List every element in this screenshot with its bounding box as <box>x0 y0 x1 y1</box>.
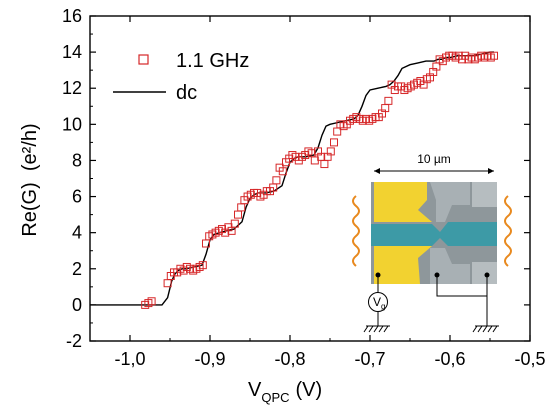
x-tick-label: -1,0 <box>114 349 145 369</box>
ground-right <box>472 325 499 333</box>
gate-bottom <box>374 246 432 284</box>
wave-right-icon <box>504 195 512 267</box>
y-tick-label: 2 <box>72 259 82 279</box>
y-tick-label: 12 <box>62 78 82 98</box>
series-layer <box>90 51 498 309</box>
channel <box>371 222 497 246</box>
legend: 1.1 GHz dc <box>113 50 249 104</box>
x-axis-title: VQPC (V) <box>248 379 322 405</box>
x-tick-label: -0,9 <box>194 349 225 369</box>
data-point-1.1ghz <box>278 167 287 176</box>
x-axis-title-sub: QPC <box>261 390 289 405</box>
data-point-1.1ghz <box>198 261 207 270</box>
legend-marker-1.1ghz <box>138 54 149 65</box>
y-tick-label: 8 <box>72 150 82 170</box>
wire-contacts <box>436 275 488 326</box>
y-tick-label: 10 <box>62 114 82 134</box>
plot-frame <box>89 15 531 342</box>
legend-label-dc: dc <box>176 82 197 104</box>
y-tick-label: 14 <box>62 42 82 62</box>
x-axis-title-main: V <box>248 379 262 401</box>
y-axis-title: Re(G) (e²/h) <box>19 123 41 236</box>
legend-label-1.1ghz: 1.1 GHz <box>176 50 249 72</box>
x-tick-label: -0,7 <box>354 349 385 369</box>
x-tick-labels: -1,0 -0,9 -0,8 -0,7 -0,6 -0,5 <box>114 349 545 369</box>
svg-text:VQPC(V): VQPC (V) <box>248 379 322 405</box>
axis-ticks <box>89 15 531 342</box>
contact-top-left <box>430 182 470 222</box>
y-tick-label: 16 <box>62 6 82 26</box>
wave-left-icon <box>352 195 360 267</box>
gate-voltage-label: Vg <box>373 295 385 311</box>
y-tick-labels: -2 0 2 4 6 8 10 12 14 16 <box>62 6 82 351</box>
y-tick-label: 4 <box>72 223 82 243</box>
ground-left <box>363 325 390 333</box>
data-point-1.1ghz <box>237 203 246 212</box>
data-point-1.1ghz <box>320 160 329 169</box>
contact-bottom-left <box>430 248 470 284</box>
data-point-1.1ghz <box>330 138 338 147</box>
data-point-1.1ghz <box>234 210 242 219</box>
device-inset: 10 µm Vg <box>352 152 512 333</box>
scale-bar-arrow-right <box>488 168 494 174</box>
contact-top-right <box>472 182 497 207</box>
y-tick-label: 0 <box>72 295 82 315</box>
gate-top <box>374 182 432 222</box>
data-point-1.1ghz <box>272 176 281 185</box>
contact-bottom-right <box>472 262 497 284</box>
x-axis-title-unit: (V) <box>296 379 323 401</box>
data-point-1.1ghz <box>230 219 239 228</box>
data-point-1.1ghz <box>147 297 156 306</box>
x-tick-label: -0,8 <box>274 349 305 369</box>
data-point-1.1ghz <box>326 147 335 156</box>
scale-bar-label: 10 µm <box>417 152 451 166</box>
data-point-1.1ghz <box>384 96 393 105</box>
y-tick-label: 6 <box>72 187 82 207</box>
y-tick-label: -2 <box>66 331 82 351</box>
x-tick-label: -0,6 <box>434 349 465 369</box>
scale-bar-arrow-left <box>374 168 380 174</box>
gate-voltage-source <box>368 292 388 312</box>
x-tick-label: -0,5 <box>514 349 545 369</box>
data-point-1.1ghz <box>490 51 498 60</box>
